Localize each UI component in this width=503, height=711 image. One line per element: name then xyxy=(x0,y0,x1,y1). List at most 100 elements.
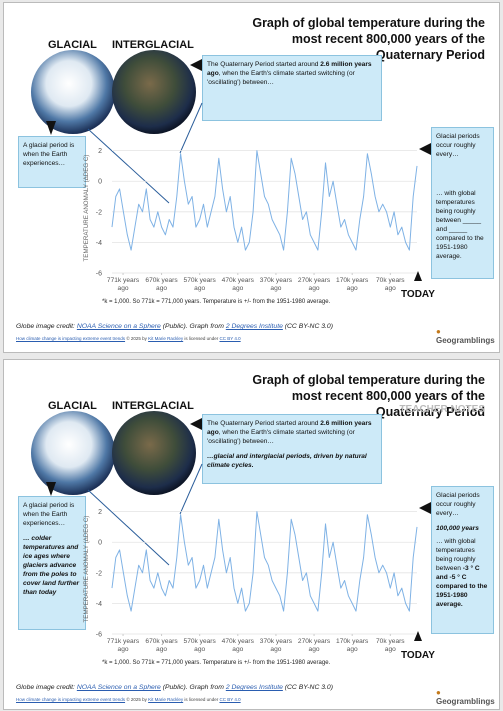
x-tick-label: 470k years ago xyxy=(221,277,254,292)
link[interactable]: Kit Marie Rackley xyxy=(148,697,184,702)
intro-box: The Quaternary Period started around 2.6… xyxy=(202,55,382,121)
glacial-box: A glacial period is when the Earth exper… xyxy=(18,496,86,630)
x-tick-label: 771k years ago xyxy=(106,638,140,653)
text: … with global temperatures being roughly… xyxy=(436,537,489,609)
link[interactable]: CC BY 4.0 xyxy=(219,697,241,702)
y-tick-label: -4 xyxy=(96,240,102,247)
answer: -3 ° C and -5 ° C compared to the 1951-1… xyxy=(436,565,488,608)
y-tick-label: -6 xyxy=(96,271,102,278)
logo: ● Geogramblings xyxy=(436,688,495,706)
x-tick-label: 70k years ago xyxy=(376,277,405,292)
chart: 2 0 -2 -4 -6 TEMPERATURE ANOMALY (ΔDEG C) 771k… xyxy=(76,494,435,694)
chart-svg: 2 0 -2 -4 -6 TEMPERATURE ANOMALY (ΔDEG C) xyxy=(83,509,418,639)
intro-box: The Quaternary Period started around 2.6… xyxy=(202,414,382,484)
y-axis-label: TEMPERATURE ANOMALY (ΔDEG C) xyxy=(83,516,90,623)
glacial-box: A glacial period is when the Earth exper… xyxy=(18,136,86,188)
link[interactable]: 2 Degrees Institute xyxy=(225,684,283,691)
globes xyxy=(31,411,196,495)
text: (CC BY-NC 3.0) xyxy=(282,323,333,330)
text: (Public). Graph from xyxy=(160,684,226,691)
text: Glacial periods occur roughly every… xyxy=(436,133,480,158)
text: (CC BY-NC 3.0) xyxy=(282,684,333,691)
y-tick-label: -2 xyxy=(96,570,102,577)
y-tick-label: -2 xyxy=(96,209,102,216)
text: A glacial period is when the Earth exper… xyxy=(23,142,75,167)
text: , when the Earth's climate started switc… xyxy=(207,70,355,86)
chart: 2 0 -2 -4 -6 TEMPERATURE ANOMALY (ΔDEG C) 771k… xyxy=(76,133,435,333)
link[interactable]: NOAA Science on a Sphere xyxy=(76,323,161,330)
x-tick-label: 70k years ago xyxy=(376,638,405,653)
credit: Globe image credit: NOAA Science on a Sp… xyxy=(16,684,333,691)
x-tick-label: 270k years ago xyxy=(297,277,331,292)
x-tick-label: 170k years ago xyxy=(336,638,369,653)
teacher-notes: TEACHER NOTES xyxy=(399,404,485,415)
globes xyxy=(31,50,196,134)
x-tick-label: 270k years ago xyxy=(297,638,331,653)
y-tick-label: 0 xyxy=(98,179,102,186)
y-tick-label: 0 xyxy=(98,540,102,547)
today-label: TODAY xyxy=(401,289,435,300)
y-tick-label: 2 xyxy=(98,148,102,155)
license: How climate change is impacting extreme … xyxy=(16,697,241,702)
footnote: *k = 1,000. So 771k = 771,000 years. Tem… xyxy=(102,299,331,305)
title: Graph of global temperature during the m… xyxy=(252,16,485,62)
text: is licensed under xyxy=(183,697,220,702)
text: … with global temperatures being roughly… xyxy=(436,190,484,260)
link[interactable]: How climate change is impacting extreme … xyxy=(16,697,126,702)
text: is licensed under xyxy=(183,336,220,341)
x-tick-label: 570k years ago xyxy=(183,638,216,653)
right-box: Glacial periods occur roughly every… … w… xyxy=(431,127,494,279)
chart-svg: 2 0 -2 -4 -6 TEMPERATURE ANOMALY (ΔDEG C) xyxy=(83,148,418,278)
x-tick-label: 771k years ago xyxy=(106,277,140,292)
link[interactable]: NOAA Science on a Sphere xyxy=(76,684,161,691)
slide: Graph of global temperature during the m… xyxy=(3,359,500,710)
glacial-heading: GLACIAL xyxy=(48,400,97,412)
footnote: *k = 1,000. So 771k = 771,000 years. Tem… xyxy=(102,660,331,666)
text: 2.6 million years ago xyxy=(207,420,372,436)
text: Globe image credit: xyxy=(16,323,77,330)
text: … with global temperatures being roughly… xyxy=(436,538,476,572)
text: Globe image credit: xyxy=(16,684,77,691)
y-tick-label: -4 xyxy=(96,601,102,608)
glacial-heading: GLACIAL xyxy=(48,39,97,51)
interglacial-heading: INTERGLACIAL xyxy=(112,39,194,51)
link[interactable]: CC BY 4.0 xyxy=(219,336,241,341)
text: A glacial period is when the Earth exper… xyxy=(23,502,75,527)
license: How climate change is impacting extreme … xyxy=(16,336,241,341)
answer: … colder temperatures and ice ages where… xyxy=(23,535,80,596)
link[interactable]: 2 Degrees Institute xyxy=(225,323,283,330)
x-tick-label: 670k years ago xyxy=(145,277,178,292)
credit: Globe image credit: NOAA Science on a Sp… xyxy=(16,323,333,330)
answer: 100,000 years xyxy=(436,525,479,532)
x-tick-label: 370k years ago xyxy=(259,638,293,653)
x-tick-label: 570k years ago xyxy=(183,277,216,292)
text: © 2025 by xyxy=(125,336,149,341)
text: (Public). Graph from xyxy=(160,323,226,330)
text: 2.6 million years ago xyxy=(207,61,372,77)
x-tick-label: 470k years ago xyxy=(221,638,254,653)
answer: …glacial and interglacial periods, drive… xyxy=(207,453,367,469)
temperature-line xyxy=(111,511,418,612)
y-axis-label: TEMPERATURE ANOMALY (ΔDEG C) xyxy=(83,155,90,262)
slide: Graph of global temperature during the m… xyxy=(3,2,500,353)
y-tick-label: -6 xyxy=(96,632,102,639)
text: Glacial periods occur roughly every… xyxy=(436,492,480,517)
globe-glacial xyxy=(31,50,115,134)
today-label: TODAY xyxy=(401,650,435,661)
y-tick-label: 2 xyxy=(98,509,102,516)
text: The Quaternary Period started around xyxy=(207,61,321,68)
text: , when the Earth's climate started switc… xyxy=(207,429,355,445)
logo: ● Geogramblings xyxy=(436,327,495,345)
x-tick-label: 170k years ago xyxy=(336,277,369,292)
globe-interglacial xyxy=(112,411,196,495)
text: Geogramblings xyxy=(436,697,495,706)
title: Graph of global temperature during the m… xyxy=(252,373,485,419)
globe-glacial xyxy=(31,411,115,495)
text: Geogramblings xyxy=(436,336,495,345)
link[interactable]: How climate change is impacting extreme … xyxy=(16,336,126,341)
link[interactable]: Kit Marie Rackley xyxy=(148,336,184,341)
text: © 2025 by xyxy=(125,697,149,702)
text: The Quaternary Period started around xyxy=(207,420,321,427)
globe-interglacial xyxy=(112,50,196,134)
